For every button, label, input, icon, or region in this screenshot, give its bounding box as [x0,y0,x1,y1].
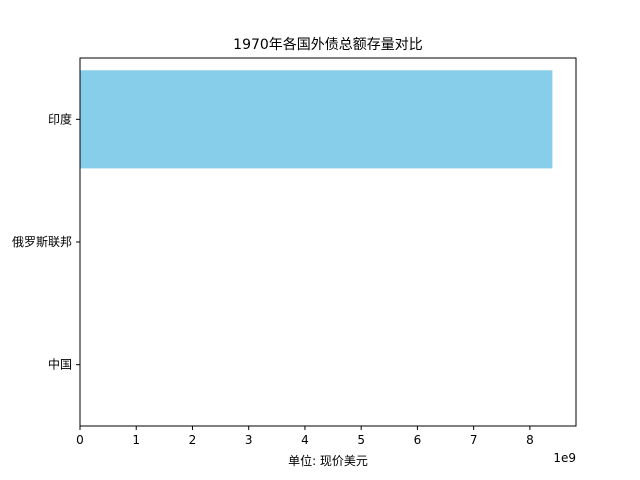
y-tick-label: 中国 [48,357,72,372]
y-tick-label: 俄罗斯联邦 [12,235,72,249]
x-offset-label: 1e9 [553,451,576,465]
bar [80,70,553,169]
bars-group [80,70,553,169]
x-tick-label: 7 [470,433,478,447]
x-tick-label: 3 [245,433,253,447]
x-axis-ticks: 0 1 2 3 4 5 6 7 8 [76,426,534,447]
x-tick-label: 8 [526,433,534,447]
x-tick-label: 0 [76,433,84,447]
x-tick-label: 1 [132,433,140,447]
x-tick-label: 5 [357,433,365,447]
x-tick-label: 6 [414,433,422,447]
y-tick-label: 印度 [48,111,72,126]
y-axis-ticks: 中国 俄罗斯联邦 印度 [12,111,80,372]
chart-title: 1970年各国外债总额存量对比 [233,37,423,53]
x-tick-label: 4 [301,433,309,447]
x-tick-label: 2 [189,433,197,447]
x-axis-label: 单位: 现价美元 [288,453,368,468]
